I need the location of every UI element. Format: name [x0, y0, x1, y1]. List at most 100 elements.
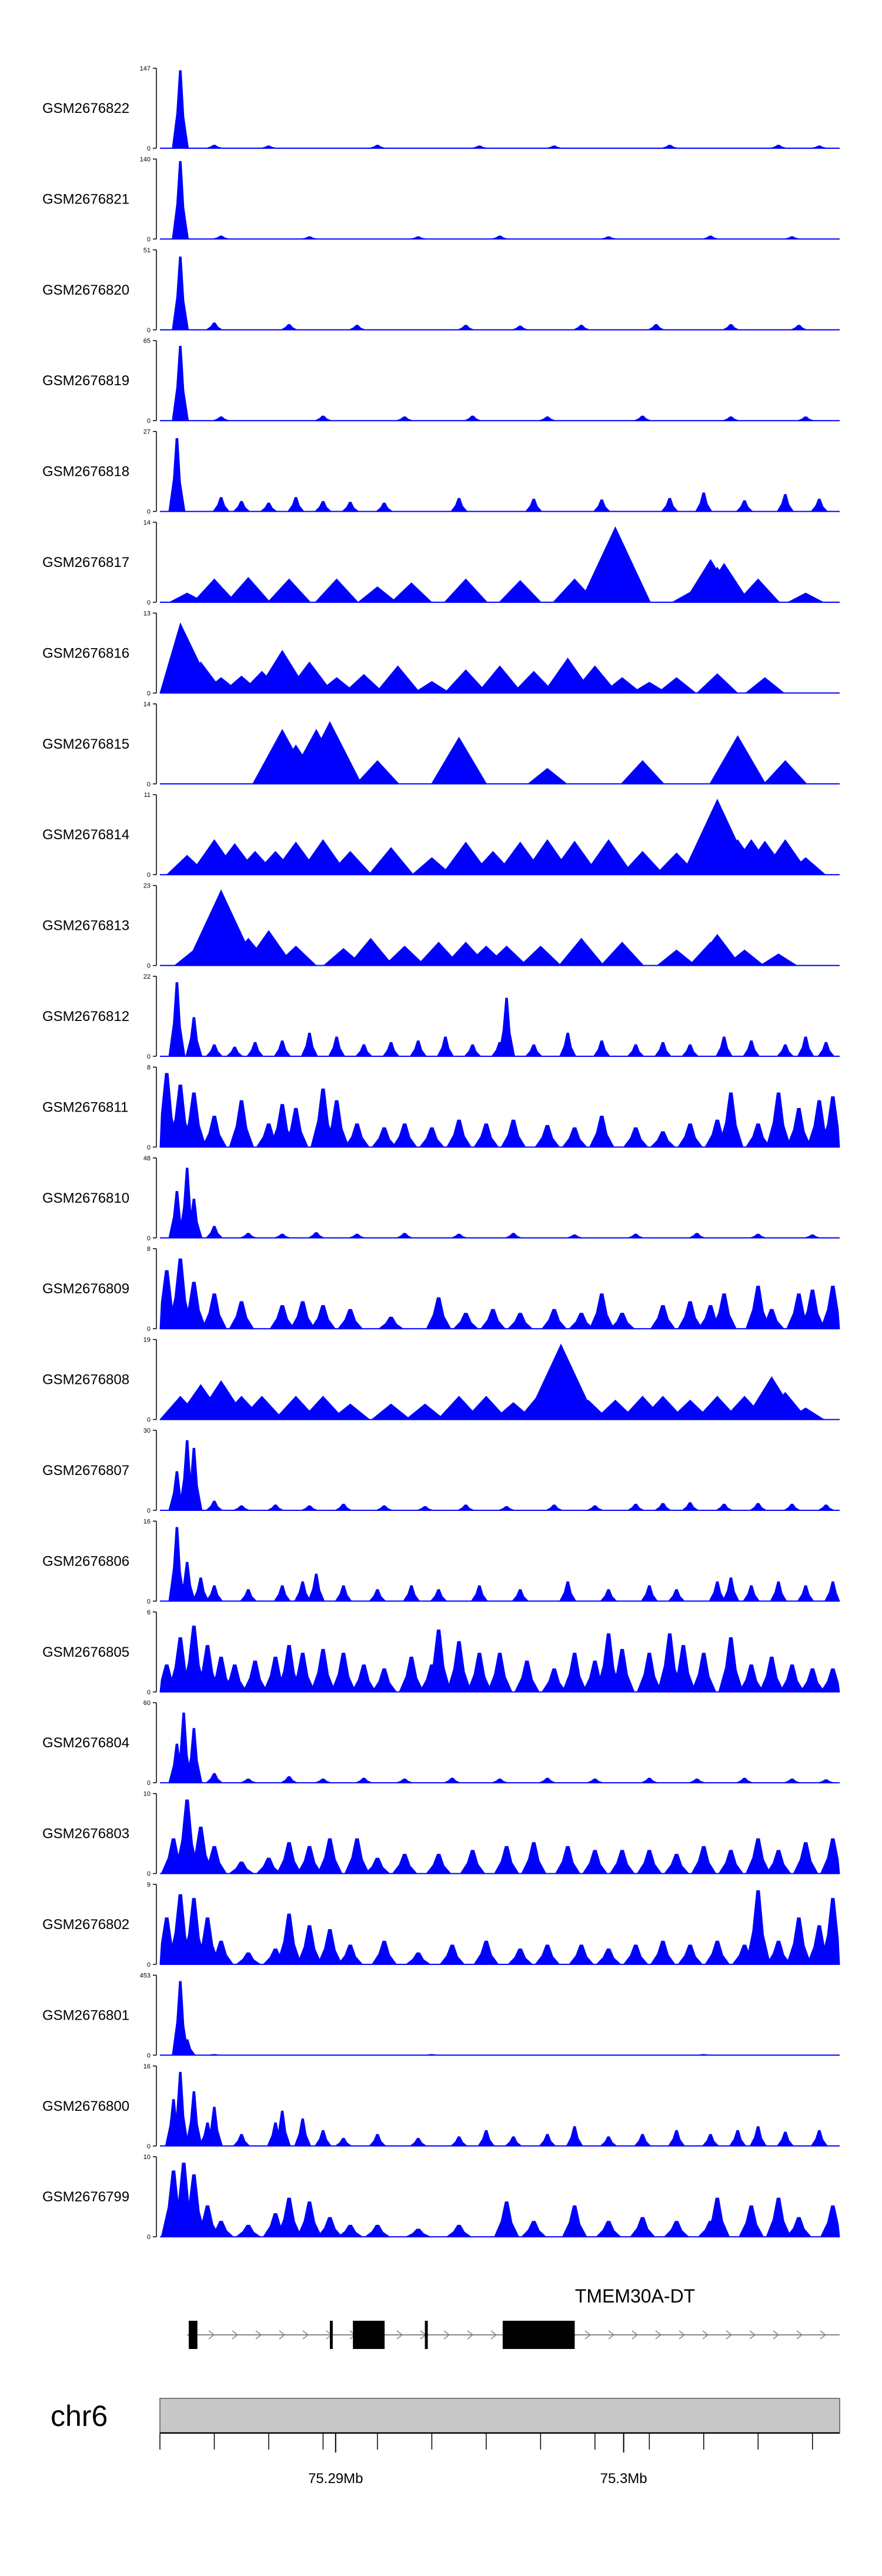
coverage-peak — [514, 1660, 540, 1693]
coverage-peak — [168, 982, 186, 1057]
coverage-peak — [348, 937, 394, 966]
coverage-peak — [750, 1233, 767, 1239]
coverage-peak — [820, 1838, 840, 1874]
gene-label: TMEM30A-DT — [575, 2285, 695, 2307]
coverage-peak — [232, 500, 250, 512]
track-label: GSM2676804 — [42, 1735, 129, 1751]
coverage-peak — [626, 1503, 644, 1511]
coverage-peak — [810, 2130, 828, 2147]
coverage-peak — [609, 1649, 635, 1693]
coverage-peak — [228, 1861, 255, 1874]
coverage-peak — [566, 2126, 583, 2147]
coverage-peak — [749, 1503, 767, 1511]
coverage-peak — [776, 1044, 794, 1057]
coverage-peak — [276, 2197, 302, 2237]
coverage-peak — [505, 1233, 522, 1239]
coverage-peak — [650, 1940, 676, 1965]
coverage-peak — [205, 1773, 223, 1783]
coverage-peak — [296, 1846, 322, 1874]
coverage-peak — [695, 2054, 712, 2056]
track-gsm2676814: GSM2676814 11 0 — [42, 792, 840, 879]
strand-arrow — [279, 2330, 286, 2340]
coverage-peak — [667, 1589, 686, 1601]
coverage-peak — [337, 1309, 363, 1329]
coverage-peak — [762, 1392, 808, 1420]
coverage-peak — [759, 1656, 784, 1693]
coverage-peak — [430, 1589, 447, 1601]
coverage-peak — [185, 1199, 203, 1239]
y-tick-max-label: 8 — [147, 1064, 151, 1071]
coverage-peak — [718, 1637, 744, 1693]
coverage-peak — [275, 945, 318, 966]
coverage-peak — [235, 1952, 262, 1965]
coverage-tracks: GSM26768221470GSM26768211400GSM267682051… — [42, 65, 840, 2241]
strand-arrow — [608, 2330, 615, 2340]
coverage-peak — [301, 236, 318, 239]
coverage-peak — [314, 500, 332, 512]
exon — [353, 2321, 385, 2349]
coverage-peak — [661, 145, 679, 149]
coverage-peak — [377, 1316, 405, 1329]
coverage-peak — [349, 325, 366, 331]
coverage-peak — [630, 682, 669, 693]
coverage-peak — [600, 1589, 617, 1601]
coverage-peak — [416, 942, 461, 966]
track-gsm2676819: GSM2676819 65 0 — [42, 338, 840, 425]
coverage-peak — [185, 1447, 203, 1511]
coverage-peak — [744, 677, 786, 693]
y-tick-min-label: 0 — [147, 1053, 151, 1060]
coverage-peak — [450, 2136, 468, 2147]
coverage-peak — [357, 586, 398, 603]
coverage-peak — [663, 2221, 690, 2237]
coverage-peak — [463, 1044, 482, 1057]
coverage-peak — [498, 997, 516, 1057]
track-label: GSM2676803 — [42, 1826, 129, 1842]
chromosome-label: chr6 — [51, 2400, 108, 2432]
track-label: GSM2676800 — [42, 2098, 129, 2114]
coverage-peak — [441, 841, 490, 875]
coverage-peak — [300, 1032, 318, 1057]
coverage-peak — [450, 1233, 467, 1239]
coverage-peak — [494, 2201, 520, 2237]
coverage-peak — [784, 236, 801, 239]
track-gsm2676815: GSM2676815 14 0 — [42, 701, 840, 788]
coverage-peak — [317, 2217, 343, 2237]
coverage-peak — [599, 2136, 618, 2147]
coverage-peak — [776, 2131, 794, 2147]
track-gsm2676809: GSM2676809 8 0 — [42, 1246, 840, 1333]
coverage-peak — [650, 1131, 676, 1147]
coverage-peak — [677, 1944, 703, 1965]
coverage-peak — [786, 1107, 812, 1147]
track-gsm2676804: GSM2676804 60 0 — [42, 1700, 840, 1787]
coverage-peak — [759, 1309, 785, 1329]
strand-arrow — [232, 2330, 239, 2340]
coverage-peak — [426, 1629, 452, 1693]
coverage-peak — [473, 1940, 499, 1965]
coverage-peak — [745, 1838, 771, 1874]
y-tick-max-label: 14 — [143, 701, 151, 708]
coverage-peak — [559, 1032, 577, 1057]
y-tick-min-label: 0 — [147, 963, 151, 970]
coverage-peak — [491, 1778, 509, 1783]
coverage-peak — [330, 1403, 371, 1420]
coverage-peak — [368, 1589, 386, 1601]
track-gsm2676810: GSM2676810 48 0 — [42, 1155, 840, 1242]
coverage-peak — [785, 857, 827, 875]
coverage-peak — [568, 1313, 594, 1329]
chromosome-ideogram: chr6 75.29Mb 75.3Mb — [51, 2398, 840, 2487]
coverage-peak — [315, 1778, 332, 1783]
coverage-peak — [696, 673, 739, 693]
coverage-peak — [633, 2134, 652, 2147]
coverage-peak — [246, 1042, 264, 1057]
coverage-peak — [334, 2138, 353, 2147]
coverage-peak — [280, 1776, 298, 1783]
coverage-peak — [205, 1500, 223, 1511]
coverage-peak — [776, 494, 794, 512]
coverage-peak — [371, 1127, 397, 1147]
coverage-peak — [820, 2205, 840, 2237]
coverage-peak — [201, 1293, 228, 1329]
coverage-peak — [524, 499, 543, 512]
coverage-peak — [310, 1305, 336, 1329]
coverage-peak — [426, 1297, 452, 1329]
coverage-peak — [206, 2054, 223, 2056]
